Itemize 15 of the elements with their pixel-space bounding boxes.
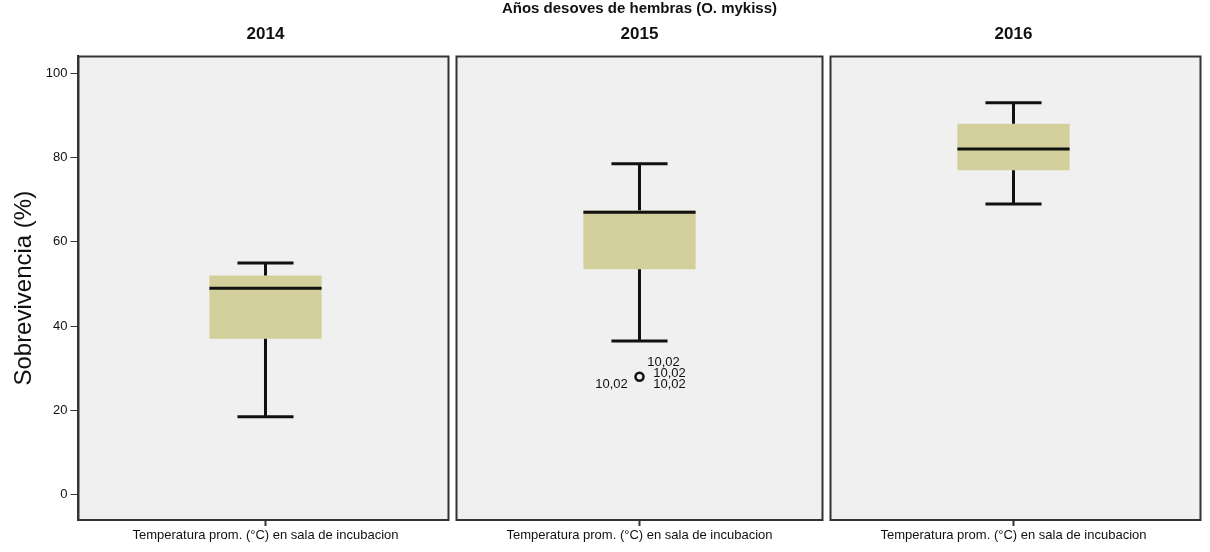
y-tick-label: 40	[53, 317, 68, 333]
y-axis-title: Sobrevivencia (%)	[9, 190, 37, 386]
y-tick-label: 60	[53, 233, 68, 249]
x-tick-label: 2016	[994, 23, 1033, 43]
text: Temperatura prom. (°C) en sala de incubacion	[132, 527, 399, 543]
x-axis-title: Años desoves de hembras (O. mykiss)	[501, 0, 778, 17]
y-tick-label: 100	[45, 64, 68, 80]
x-tick-label: 2015	[620, 23, 659, 43]
y-tick-label: 0	[60, 486, 68, 502]
annotation: 10,02	[595, 376, 628, 392]
y-tick-label: 80	[53, 149, 68, 165]
text: Temperatura prom. (°C) en sala de incubacion	[506, 527, 773, 543]
x-tick-label: 2014	[246, 23, 285, 43]
text: Temperatura prom. (°C) en sala de incubacion	[880, 527, 1147, 543]
y-tick-label: 20	[53, 402, 68, 417]
